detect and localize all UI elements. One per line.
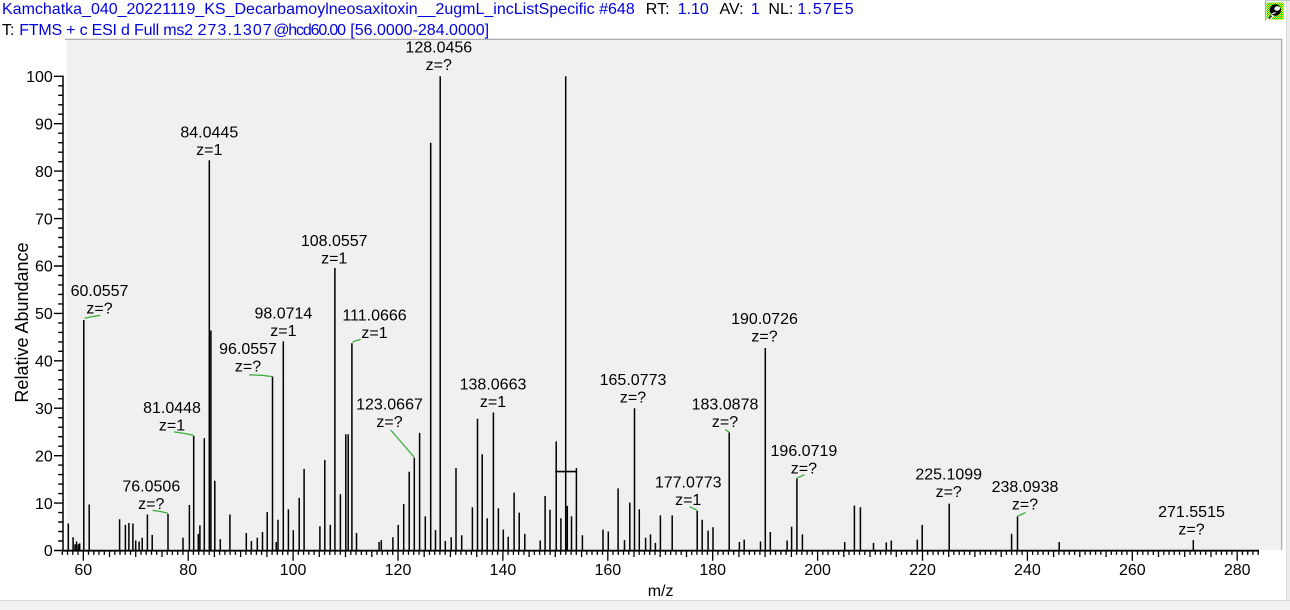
svg-text:z=1: z=1 xyxy=(270,323,296,340)
svg-text:RT:: RT: xyxy=(646,1,670,18)
svg-text:60: 60 xyxy=(35,259,53,276)
svg-text:100: 100 xyxy=(26,69,53,86)
svg-text:84.0445: 84.0445 xyxy=(180,124,238,141)
svg-text:1.57E5: 1.57E5 xyxy=(797,1,854,18)
svg-text:80: 80 xyxy=(35,164,53,181)
svg-text:260: 260 xyxy=(1119,562,1146,579)
svg-text:1.10: 1.10 xyxy=(678,1,709,18)
svg-text:20: 20 xyxy=(35,448,53,465)
svg-text:238.0938: 238.0938 xyxy=(992,479,1059,496)
svg-text:240: 240 xyxy=(1014,562,1041,579)
svg-text:z=?: z=? xyxy=(86,301,112,318)
svg-text:160: 160 xyxy=(594,562,621,579)
svg-text:100: 100 xyxy=(280,562,307,579)
svg-text:280: 280 xyxy=(1224,562,1251,579)
svg-text:40: 40 xyxy=(35,354,53,371)
svg-text:128.0456: 128.0456 xyxy=(405,40,472,57)
svg-text:z=?: z=? xyxy=(426,57,452,74)
svg-text:60: 60 xyxy=(74,562,92,579)
svg-text:76.0506: 76.0506 xyxy=(122,478,180,495)
svg-text:Kamchatka_040_20221119_KS_Deca: Kamchatka_040_20221119_KS_Decarbamoylneo… xyxy=(2,1,635,18)
svg-text:z=?: z=? xyxy=(791,460,817,477)
svg-text:0: 0 xyxy=(44,543,53,560)
svg-text:z=?: z=? xyxy=(620,390,646,407)
svg-text:98.0714: 98.0714 xyxy=(254,306,312,323)
svg-text:180: 180 xyxy=(699,562,726,579)
svg-text:z=?: z=? xyxy=(235,358,261,375)
svg-text:120: 120 xyxy=(385,562,412,579)
svg-text:z=1: z=1 xyxy=(321,251,347,268)
svg-text:z=?: z=? xyxy=(1012,497,1038,514)
svg-text:81.0448: 81.0448 xyxy=(143,400,201,417)
svg-text:96.0557: 96.0557 xyxy=(219,341,277,358)
svg-text:z=1: z=1 xyxy=(159,417,185,434)
svg-text:165.0773: 165.0773 xyxy=(600,372,667,389)
svg-text:1: 1 xyxy=(751,1,760,18)
svg-text:Relative Abundance: Relative Abundance xyxy=(12,242,32,402)
svg-text:196.0719: 196.0719 xyxy=(771,443,838,460)
svg-text:90: 90 xyxy=(35,116,53,133)
svg-text:z=1: z=1 xyxy=(196,142,222,159)
svg-text:m/z: m/z xyxy=(648,583,674,600)
svg-text:z=1: z=1 xyxy=(361,325,387,342)
svg-text:z=1: z=1 xyxy=(480,394,506,411)
svg-text:80: 80 xyxy=(179,562,197,579)
svg-text:z=?: z=? xyxy=(1178,522,1204,539)
svg-text:z=?: z=? xyxy=(376,414,402,431)
svg-text:190.0726: 190.0726 xyxy=(731,311,798,328)
svg-text:z=?: z=? xyxy=(712,414,738,431)
svg-text:200: 200 xyxy=(804,562,831,579)
svg-text:z=?: z=? xyxy=(751,328,777,345)
svg-text:NL:: NL: xyxy=(768,1,793,18)
svg-text:50: 50 xyxy=(35,306,53,323)
svg-text:183.0878: 183.0878 xyxy=(692,396,759,413)
svg-text:225.1099: 225.1099 xyxy=(915,467,982,484)
svg-text:140: 140 xyxy=(490,562,517,579)
svg-text:271.5515: 271.5515 xyxy=(1158,504,1225,521)
svg-text:z=1: z=1 xyxy=(675,492,701,509)
svg-text:123.0667: 123.0667 xyxy=(356,397,423,414)
svg-text:T:: T: xyxy=(2,22,14,39)
svg-text:108.0557: 108.0557 xyxy=(301,233,368,250)
svg-text:70: 70 xyxy=(35,211,53,228)
svg-text:60.0557: 60.0557 xyxy=(71,283,129,300)
svg-text:AV:: AV: xyxy=(720,1,744,18)
svg-text:30: 30 xyxy=(35,401,53,418)
svg-text:z=?: z=? xyxy=(138,496,164,513)
svg-text:220: 220 xyxy=(909,562,936,579)
svg-text:10: 10 xyxy=(35,496,53,513)
svg-text:138.0663: 138.0663 xyxy=(460,376,527,393)
svg-text:111.0666: 111.0666 xyxy=(342,307,406,324)
svg-text:z=?: z=? xyxy=(936,484,962,501)
svg-text:177.0773: 177.0773 xyxy=(655,474,722,491)
